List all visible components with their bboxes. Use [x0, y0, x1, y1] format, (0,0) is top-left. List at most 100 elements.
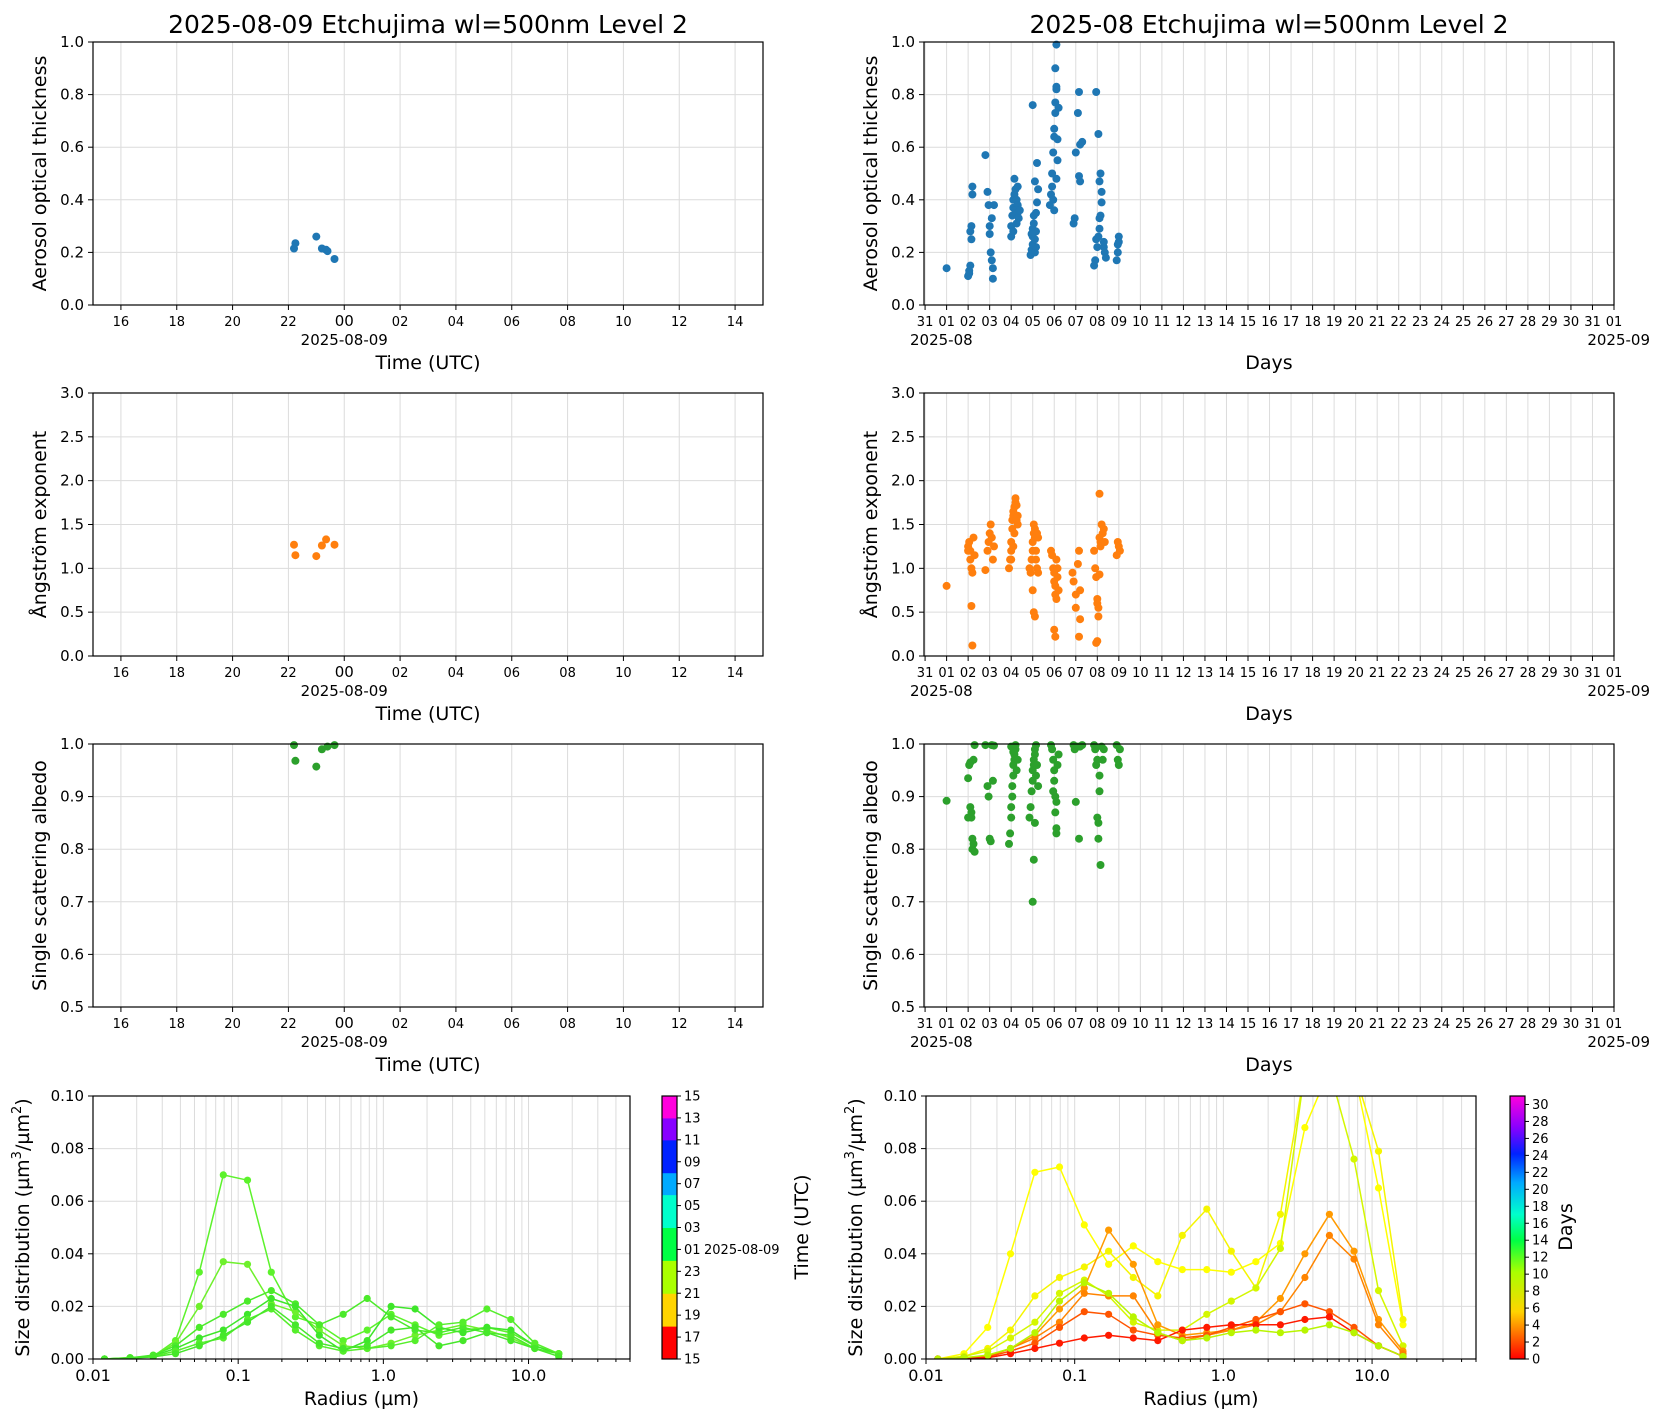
- data-point: [965, 269, 974, 278]
- data-point: [1032, 771, 1040, 780]
- x-date-label: 2025-08-09: [301, 331, 388, 349]
- data-point: [1114, 761, 1123, 769]
- y-tick-label: 2.5: [891, 428, 915, 446]
- data-point: [1076, 586, 1085, 595]
- y-tick-label: 1.0: [60, 559, 84, 577]
- series-point: [195, 1302, 203, 1310]
- y-tick-label: 0.5: [891, 603, 915, 621]
- x-tick-label: 01: [938, 315, 955, 330]
- series-point: [1105, 1331, 1113, 1339]
- data-point: [1032, 208, 1040, 217]
- series-point: [363, 1294, 371, 1303]
- colorbar-band: [662, 1282, 677, 1294]
- x-tick-label: 31: [1584, 666, 1601, 681]
- x-tick-label: 12: [1175, 666, 1192, 681]
- data-point: [1012, 766, 1021, 775]
- x-tick-label: 29: [1541, 315, 1558, 330]
- series-point: [1252, 1258, 1260, 1266]
- data-point: [1078, 137, 1087, 146]
- data-point: [1029, 219, 1038, 228]
- data-point: [967, 222, 976, 231]
- x-month-start-label: 2025-08: [910, 331, 973, 349]
- x-tick-label: 30: [1563, 666, 1580, 681]
- data-point: [1028, 897, 1037, 906]
- x-tick-label: 31: [917, 1017, 934, 1032]
- series-point: [1006, 1250, 1015, 1258]
- series-point: [195, 1323, 203, 1331]
- x-tick-label: 24: [1433, 666, 1450, 681]
- x-axis-label: Days: [1245, 1054, 1292, 1076]
- x-tick-label: 09: [1111, 1017, 1128, 1032]
- series-point: [243, 1310, 252, 1318]
- series-point: [195, 1334, 203, 1342]
- data-point: [964, 813, 973, 822]
- y-tick-label: 0.08: [51, 1140, 84, 1158]
- plot-frame: [92, 1095, 631, 1360]
- series-point: [1105, 1260, 1113, 1268]
- colorbar-tick-label: 10: [1532, 1268, 1549, 1283]
- series-point: [411, 1323, 419, 1331]
- colorbar-tick-label: 8: [1532, 1285, 1540, 1300]
- series-point: [219, 1171, 227, 1179]
- series-point: [1350, 1255, 1358, 1263]
- x-tick-label: 31: [917, 315, 934, 330]
- series-point: [1252, 1315, 1260, 1324]
- x-tick-label: 04: [1003, 315, 1020, 330]
- data-point: [1071, 797, 1080, 806]
- data-point: [988, 264, 997, 273]
- colorbar-tick-label: 30: [1532, 1098, 1549, 1113]
- series-point: [1129, 1292, 1137, 1300]
- series-point: [1301, 1250, 1309, 1258]
- x-tick-label: 22: [280, 666, 297, 681]
- colorbar-band: [662, 1194, 677, 1207]
- colorbar-tick-label: 4: [1532, 1319, 1540, 1334]
- data-point: [290, 540, 298, 549]
- series-point: [531, 1344, 539, 1353]
- series-point: [126, 1354, 134, 1359]
- y-tick-label: 0.5: [60, 998, 84, 1016]
- series-point: [507, 1331, 515, 1339]
- data-point: [987, 214, 996, 223]
- series-point: [1055, 1339, 1064, 1347]
- x-axis-label: Time (UTC): [374, 352, 480, 374]
- ssa-month-panel: 31 01 02 03 04 05 06 07 08 09 10 11 12 13 14 15 16 17 18 19…: [860, 735, 1650, 1076]
- x-tick-label: 00: [335, 312, 354, 330]
- series-point: [363, 1342, 371, 1350]
- data-point: [1076, 615, 1085, 624]
- y-tick-label: 0.04: [884, 1245, 917, 1263]
- data-point: [1073, 560, 1082, 568]
- x-tick-label: 19: [1326, 1017, 1343, 1032]
- data-point: [1048, 182, 1057, 191]
- x-axis-label: Time (UTC): [374, 1054, 480, 1076]
- colorbar-band: [662, 1139, 677, 1152]
- x-tick-label: 12: [1175, 315, 1192, 330]
- series-line: [937, 1096, 1404, 1359]
- x-month-start-label: 2025-08: [910, 1033, 973, 1051]
- y-axis-label-part: ): [845, 1098, 867, 1105]
- series-point: [243, 1260, 252, 1268]
- data-point: [1114, 232, 1123, 241]
- series-point: [1031, 1344, 1039, 1353]
- y-tick-label: 0.4: [60, 191, 84, 209]
- x-tick-label: 25: [1455, 1017, 1472, 1032]
- x-tick-label: 27: [1498, 666, 1515, 681]
- data-point: [1033, 159, 1041, 167]
- data-point: [1091, 564, 1100, 573]
- colorbar-tick-label: 03: [684, 1221, 701, 1236]
- x-tick-label: 09: [1111, 315, 1128, 330]
- y-tick-label: 1.0: [891, 735, 915, 753]
- colorbar-tick-label: 21: [684, 1287, 701, 1302]
- colorbar-band: [662, 1096, 677, 1108]
- series-line: [104, 1308, 560, 1359]
- x-tick-label: 23: [1412, 315, 1429, 330]
- data-point: [1095, 771, 1104, 780]
- series-point: [411, 1305, 419, 1313]
- x-tick-label: 10: [615, 666, 632, 681]
- data-point: [1009, 542, 1018, 551]
- data-point: [1115, 745, 1124, 754]
- y-axis-label-part: /µm: [12, 1114, 34, 1151]
- series-point: [1055, 1289, 1064, 1297]
- colorbar-band: [662, 1216, 677, 1228]
- data-point: [1011, 494, 1020, 503]
- series-point: [1129, 1242, 1137, 1250]
